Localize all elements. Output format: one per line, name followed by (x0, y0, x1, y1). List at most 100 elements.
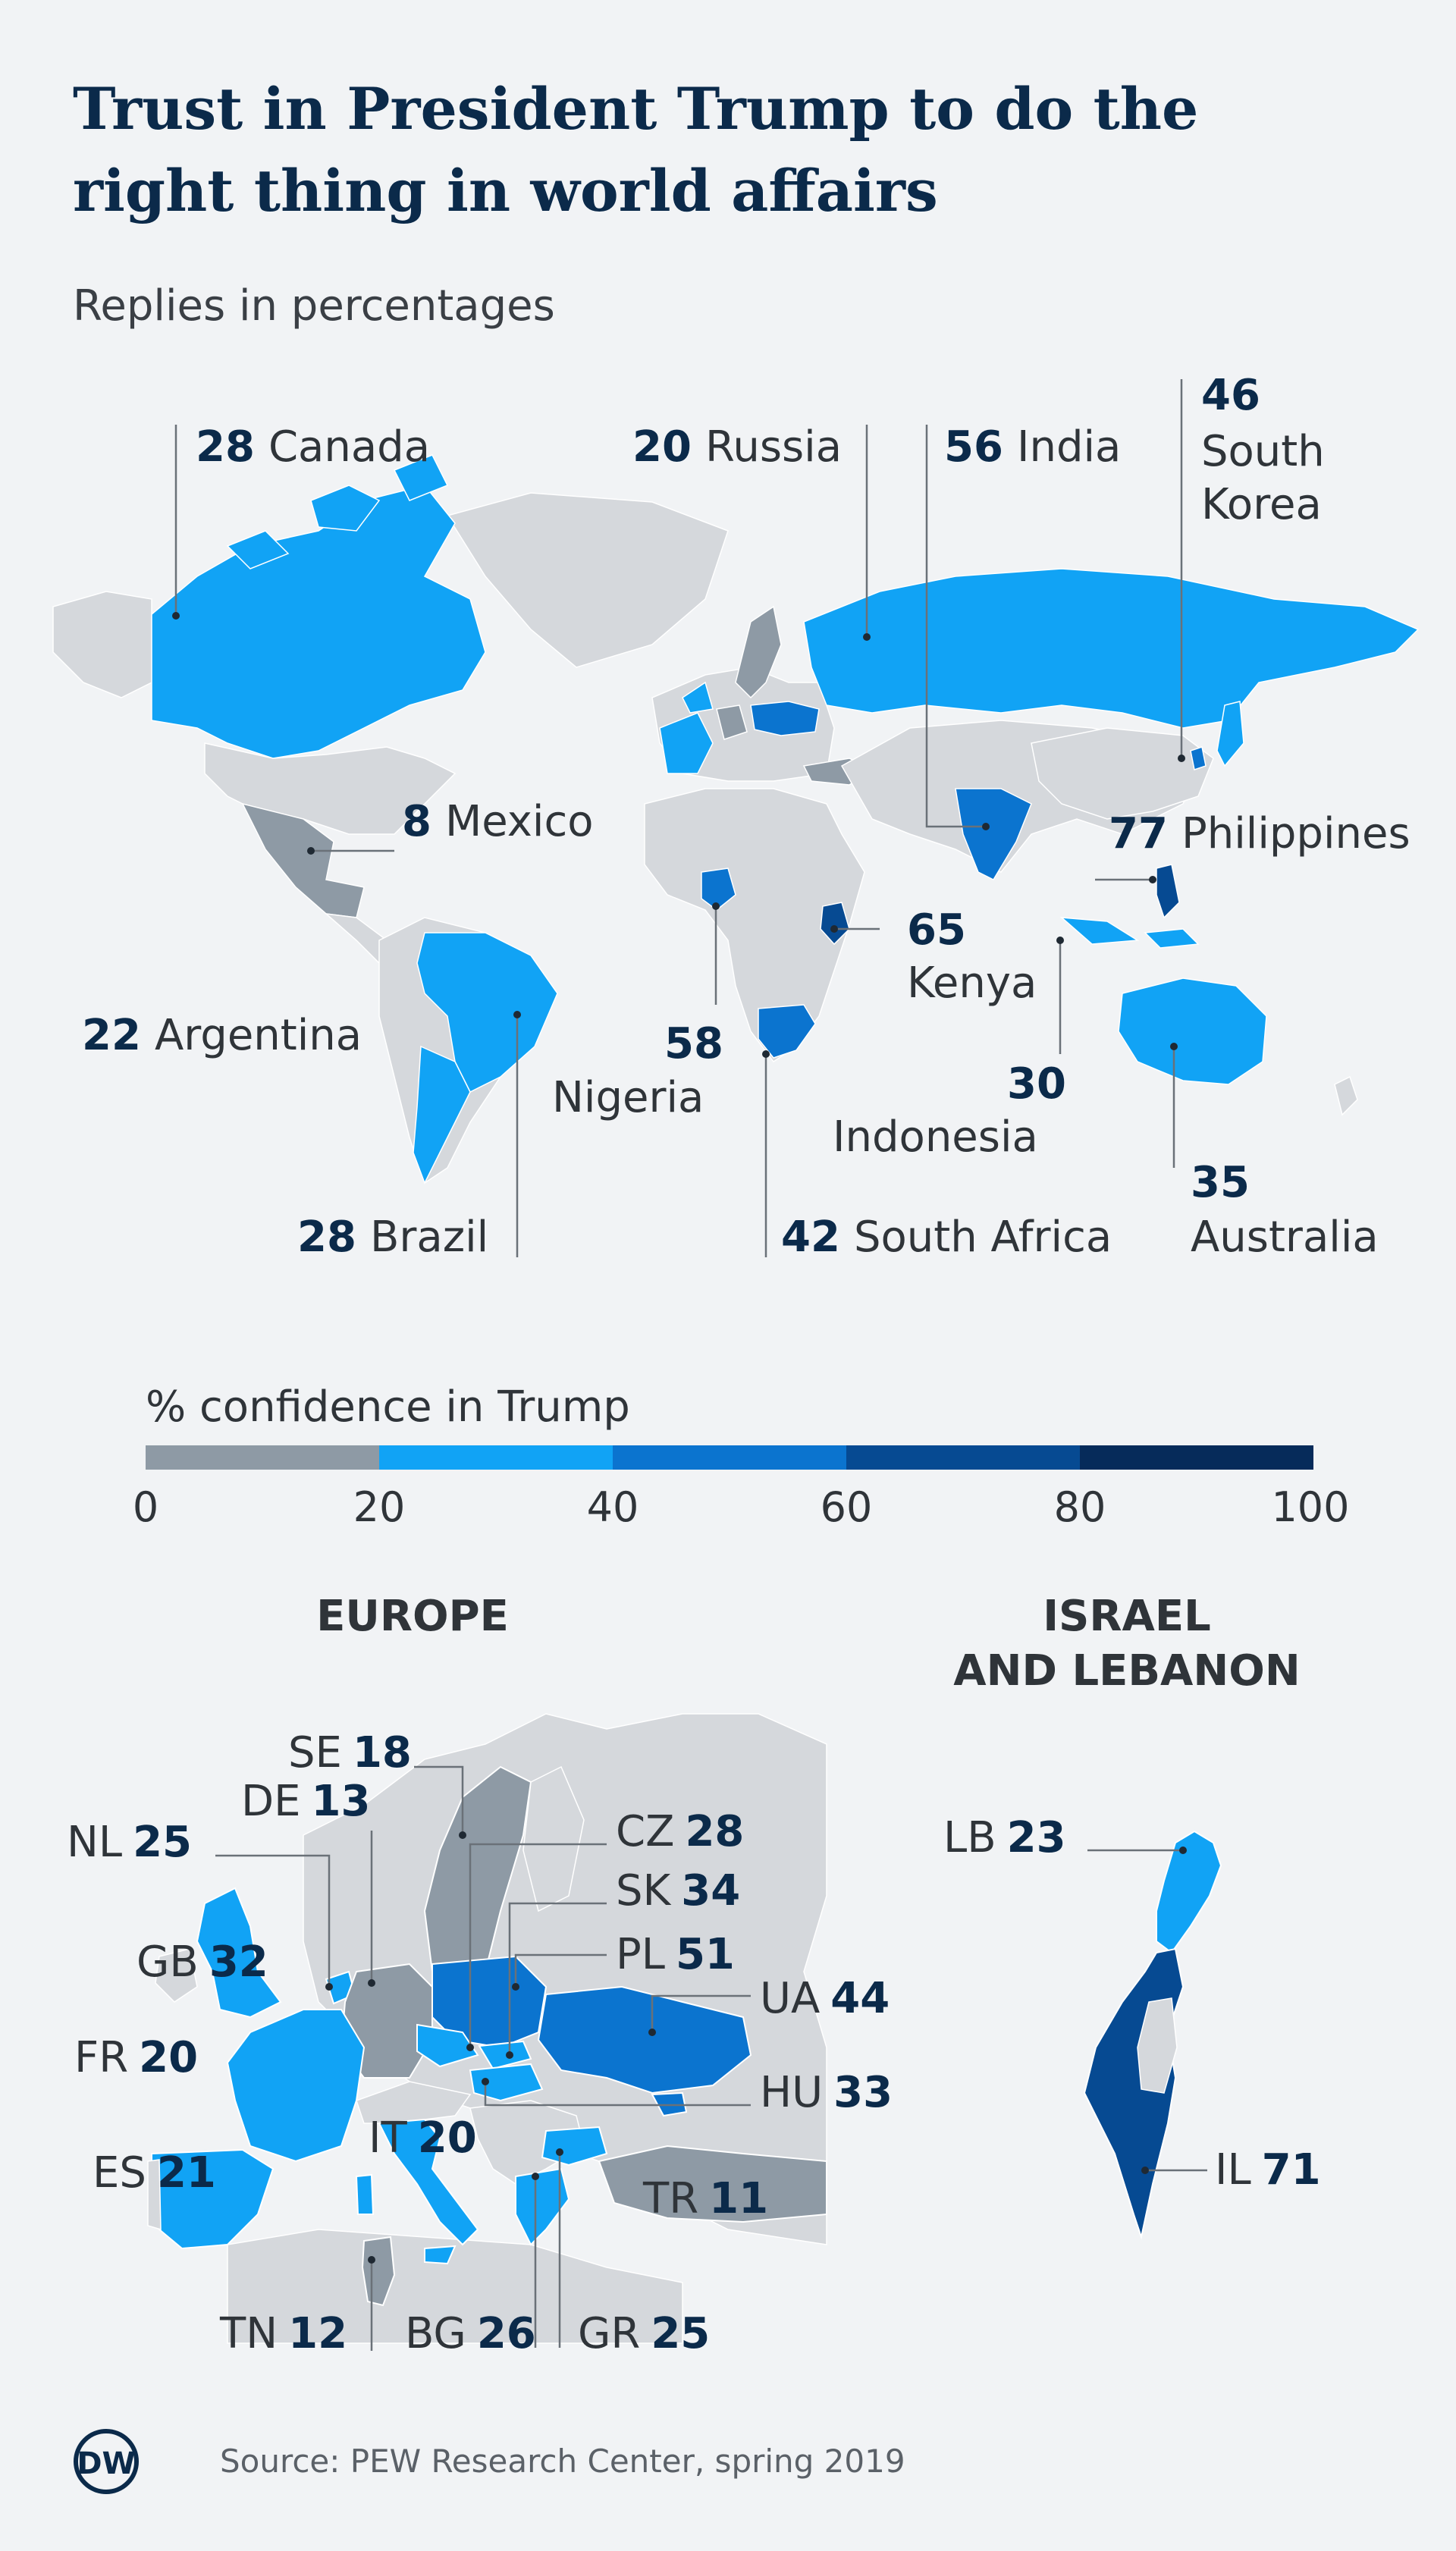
label-philippines: 77 Philippines (1109, 809, 1410, 858)
legend-swatch-20-40 (379, 1445, 613, 1470)
europe-title: EUROPE (316, 1592, 509, 1641)
label-south-korea-name: South (1201, 427, 1325, 476)
world-leaders (172, 379, 1185, 1257)
subtitle: Replies in percentages (73, 281, 555, 331)
europe-leaders (215, 1765, 751, 2351)
country-philippines (1156, 864, 1180, 919)
region-germany (716, 704, 748, 740)
label-sk: SK 34 (616, 1866, 740, 1916)
label-south-korea-value: 46 (1201, 371, 1260, 420)
country-finland (522, 1765, 585, 1912)
label-indonesia-value: 30 (1007, 1059, 1066, 1109)
country-new-zealand (1334, 1075, 1358, 1116)
legend-title: % confidence in Trump (146, 1382, 630, 1432)
label-il: IL 71 (1215, 2145, 1321, 2195)
legend-tick-100: 100 (1271, 1483, 1349, 1531)
world-labels: 28 Canada 20 Russia 56 India 46 South Korea… (82, 371, 1410, 1262)
country-brazil (416, 932, 558, 1094)
label-it: IT 20 (369, 2113, 477, 2163)
legend-tick-60: 60 (821, 1483, 873, 1531)
country-tr (598, 2145, 827, 2223)
country-japan (1216, 701, 1244, 767)
legend-swatch-60-80 (846, 1445, 1080, 1470)
levant-map (1083, 1830, 1222, 2240)
legend-tick-20: 20 (353, 1483, 406, 1531)
levant-labels: LB 23 IL 71 (943, 1813, 1321, 2195)
country-alaska (52, 591, 152, 698)
label-gr: GR 25 (578, 2309, 710, 2358)
legend-tick-40: 40 (587, 1483, 639, 1531)
region-west-bank (1137, 1997, 1178, 2094)
label-argentina: 22 Argentina (82, 1011, 362, 1060)
levant-title-line-2: AND LEBANON (953, 1646, 1301, 1696)
legend-swatch-80-100 (1080, 1445, 1313, 1470)
country-ua (537, 1985, 752, 2094)
label-brazil: 28 Brazil (297, 1213, 488, 1262)
country-greenland (446, 492, 729, 668)
country-mexico (241, 802, 365, 918)
title-line-1: Trust in President Trump to do the (73, 75, 1198, 143)
source-text: Source: PEW Research Center, spring 2019 (220, 2443, 905, 2480)
country-india (955, 788, 1032, 880)
levant-leaders (1087, 1847, 1207, 2174)
country-cz (416, 2023, 479, 2068)
dw-logo: DW (74, 2429, 139, 2494)
label-se: SE 18 (288, 1728, 412, 1778)
label-gb: GB 32 (136, 1938, 268, 1987)
label-kenya-name: Kenya (907, 959, 1037, 1008)
country-south-korea (1190, 746, 1207, 770)
label-cz: CZ 28 (616, 1807, 744, 1856)
label-es: ES 21 (93, 2148, 216, 2198)
country-kenya (820, 902, 850, 946)
region-western-europe (659, 681, 714, 774)
europe-labels: SE 18 DE 13 NL 25 CZ 28 SK 34 GB 32 PL 51 UA 44 … (67, 1728, 893, 2358)
legend-tick-0: 0 (133, 1483, 158, 1531)
label-bg: BG 26 (405, 2309, 536, 2358)
label-pl: PL 51 (616, 1930, 735, 1979)
legend-swatch-0-20 (146, 1445, 379, 1470)
country-south-africa (758, 1004, 816, 1059)
north-africa (227, 2229, 683, 2344)
country-il (1083, 1947, 1185, 2240)
legend-swatch-40-60 (613, 1445, 846, 1470)
country-canada-islands (226, 454, 449, 570)
region-china (1031, 727, 1214, 820)
label-india: 56 India (944, 422, 1121, 472)
label-indonesia-name: Indonesia (833, 1112, 1038, 1162)
label-ua: UA 44 (760, 1974, 890, 2023)
footer: DW Source: PEW Research Center, spring 2… (74, 2429, 905, 2494)
region-poland-ukraine (750, 701, 820, 736)
label-fr: FR 20 (74, 2033, 198, 2082)
country-nigeria (701, 868, 736, 911)
legend-tick-80: 80 (1054, 1483, 1106, 1531)
label-nigeria-name: Nigeria (552, 1073, 704, 1122)
label-mexico: 8 Mexico (402, 797, 594, 846)
country-argentina (413, 1045, 471, 1185)
country-fr (226, 2009, 366, 2163)
legend: % confidence in Trump 0 20 40 60 80 100 (133, 1382, 1350, 1531)
region-alps (356, 2081, 472, 2124)
country-ireland (155, 1948, 198, 2003)
region-scandinavia (735, 605, 782, 699)
country-australia (1118, 977, 1267, 1085)
country-indonesia (1059, 917, 1200, 949)
country-russia (803, 568, 1420, 729)
label-lb: LB 23 (943, 1813, 1066, 1862)
label-tn: TN 12 (219, 2309, 347, 2358)
label-australia-value: 35 (1191, 1158, 1250, 1207)
country-lb (1156, 1830, 1222, 1954)
country-it-islands (355, 2173, 457, 2265)
label-south-africa: 42 South Africa (781, 1213, 1112, 1262)
dw-logo-text: DW (77, 2446, 135, 2481)
country-gr (515, 2167, 570, 2246)
country-canada (151, 485, 486, 759)
label-kenya-value: 65 (907, 905, 966, 955)
label-russia: 20 Russia (632, 422, 842, 472)
levant-title-line-1: ISRAEL (1043, 1592, 1211, 1641)
country-sk (478, 2040, 532, 2070)
label-tr: TR 11 (642, 2174, 768, 2223)
country-hu (469, 2063, 544, 2102)
label-nigeria-value: 58 (664, 1019, 723, 1068)
country-pl (431, 1955, 548, 2049)
